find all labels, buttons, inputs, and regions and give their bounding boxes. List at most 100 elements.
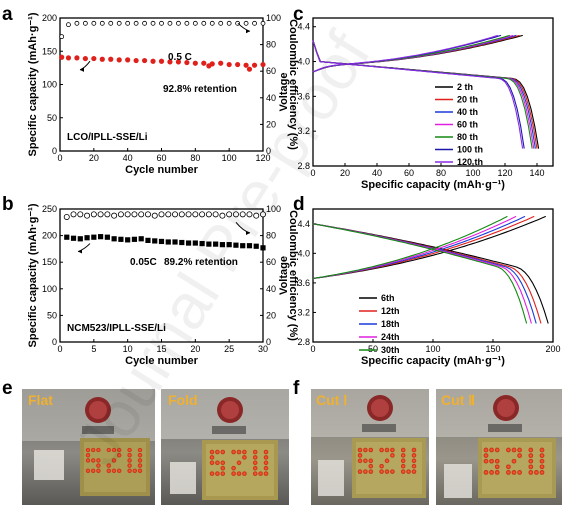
- led-dot: [400, 458, 406, 464]
- capacity-point: [125, 237, 131, 243]
- battery-pouch: [34, 450, 64, 480]
- battery-pouch: [170, 462, 196, 494]
- x-tick-label: 40: [372, 168, 382, 178]
- y-tick-label: 0: [52, 337, 57, 347]
- led-dot: [209, 455, 215, 460]
- capacity-point: [251, 62, 258, 68]
- photo-label-cut-1: Cut Ⅰ: [316, 392, 347, 408]
- charge-curve: [312, 215, 508, 280]
- led-dot: [137, 453, 143, 458]
- led-dot: [528, 453, 534, 458]
- ce-point: [117, 211, 124, 218]
- led-dot: [236, 471, 242, 476]
- capacity-point: [175, 59, 182, 65]
- led-dot: [494, 470, 500, 475]
- y2-axis-title: Coulombic efficiency (%): [287, 19, 299, 150]
- legend-label: 30th: [381, 345, 400, 355]
- ce-point: [167, 20, 173, 26]
- led-dot: [539, 453, 545, 458]
- legend-label: 100 th: [457, 145, 483, 155]
- led-dot: [220, 460, 226, 466]
- led-dot: [137, 458, 143, 463]
- capacity-point: [206, 241, 212, 247]
- y2-tick-label: 60: [266, 66, 276, 76]
- capacity-point: [111, 236, 117, 242]
- led-dot: [258, 471, 263, 476]
- led-dot: [252, 455, 258, 460]
- y2-tick-label: 80: [266, 231, 276, 241]
- capacity-point: [84, 235, 90, 241]
- led-dot: [263, 460, 269, 466]
- capacity-point: [141, 57, 148, 64]
- y-tick-label: 50: [47, 113, 57, 123]
- ce-point: [165, 211, 172, 218]
- capacity-point: [64, 234, 70, 240]
- legend-label: 60 th: [457, 120, 478, 130]
- ce-point: [59, 34, 65, 40]
- x-axis-title: Specific capacity (mAh·g⁻¹): [361, 179, 505, 191]
- x-tick-label: 120: [497, 168, 512, 178]
- y2-tick-label: 0: [266, 337, 271, 347]
- arrow-right-axis-head: [246, 230, 250, 235]
- led-dot: [411, 458, 417, 464]
- led-dot: [357, 453, 363, 458]
- ce-point: [63, 213, 70, 220]
- capacity-point: [108, 56, 114, 62]
- ce-point: [111, 212, 118, 219]
- y2-tick-label: 20: [266, 310, 276, 320]
- ce-point: [178, 211, 185, 218]
- led-dot: [111, 447, 117, 453]
- arrow-left-axis: [77, 243, 91, 253]
- capacity-point: [233, 242, 239, 248]
- capacity-point: [165, 239, 171, 245]
- photo-flat: Flat: [22, 389, 155, 505]
- y-tick-label: 2.8: [297, 337, 310, 347]
- led-dot: [379, 447, 384, 453]
- led-dot: [411, 463, 417, 469]
- led-dot: [400, 447, 406, 453]
- capacity-point: [158, 238, 165, 245]
- led-dot: [483, 458, 489, 464]
- capacity-point: [116, 57, 122, 63]
- led-dot: [363, 447, 368, 453]
- capacity-point: [209, 61, 215, 67]
- led-dot: [127, 468, 132, 473]
- led-dot: [489, 470, 494, 475]
- x-tick-label: 20: [89, 153, 99, 163]
- capacity-point: [91, 55, 97, 62]
- battery-pouch: [318, 460, 344, 496]
- led-dot: [489, 447, 494, 453]
- ce-point: [131, 211, 138, 218]
- y2-tick-label: 100: [266, 13, 281, 23]
- capacity-point: [98, 234, 104, 240]
- capacity-point: [201, 60, 207, 66]
- led-dot: [506, 464, 511, 470]
- ce-point: [252, 20, 257, 26]
- led-dot: [127, 447, 132, 453]
- y-axis-title: Voltage: [278, 73, 290, 112]
- x-tick-label: 0: [310, 168, 315, 178]
- ce-point: [260, 20, 266, 26]
- charge-curve: [312, 215, 526, 280]
- capacity-point: [219, 242, 225, 248]
- led-sign-szu: [357, 447, 417, 474]
- x-tick-label: 150: [485, 344, 500, 354]
- x-tick-label: 80: [190, 153, 200, 163]
- panel-letter-f: f: [293, 378, 300, 399]
- ce-point: [212, 211, 219, 218]
- battery-pouch: [444, 464, 472, 498]
- led-dot: [406, 469, 411, 474]
- led-dot: [117, 453, 122, 458]
- led-dot: [379, 463, 384, 469]
- led-dot: [506, 447, 511, 453]
- ce-point: [205, 211, 212, 218]
- y-tick-label: 150: [42, 46, 57, 56]
- led-dot: [390, 469, 395, 474]
- led-dot: [236, 460, 242, 466]
- led-dot: [215, 449, 220, 455]
- capacity-point: [167, 59, 173, 65]
- ce-point: [116, 20, 122, 26]
- y-tick-label: 100: [42, 284, 57, 294]
- capacity-point: [179, 239, 185, 246]
- ce-point: [124, 211, 131, 218]
